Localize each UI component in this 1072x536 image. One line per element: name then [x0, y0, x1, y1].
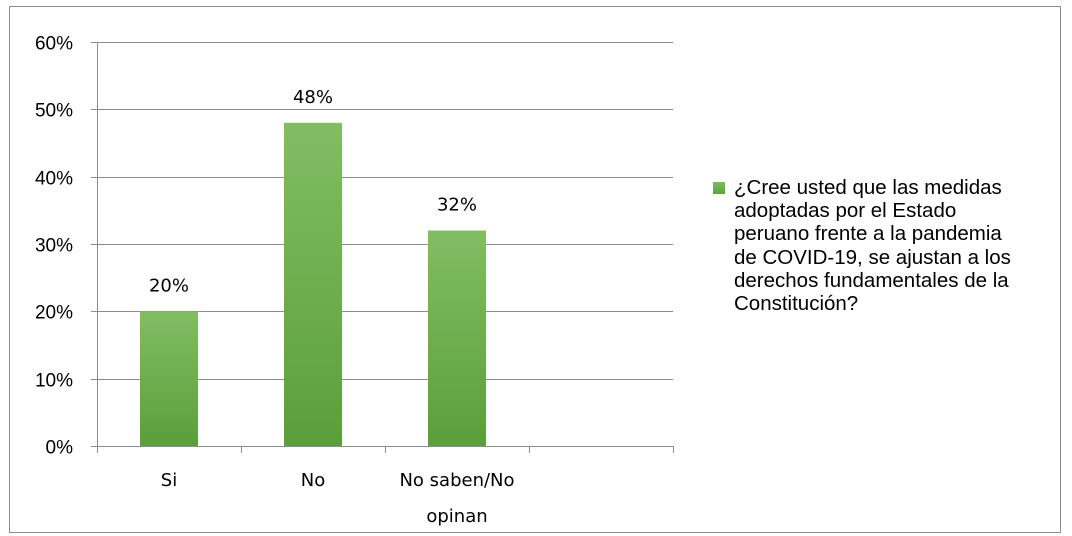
legend-swatch	[713, 182, 725, 194]
y-tick-label: 50%	[35, 101, 73, 122]
legend: ¿Cree usted que las medidas adoptadas po…	[713, 176, 1013, 315]
y-tick-label: 20%	[35, 303, 73, 324]
y-tick-label: 10%	[35, 371, 73, 392]
data-label: 32%	[437, 195, 477, 216]
category-label: No	[301, 470, 325, 491]
category-label: Si	[161, 470, 177, 491]
category-label: opinan	[426, 506, 487, 527]
bar	[284, 122, 342, 447]
data-label: 48%	[293, 87, 333, 108]
data-label: 20%	[149, 275, 189, 296]
y-tick-label: 0%	[46, 438, 74, 459]
y-tick-label: 40%	[35, 169, 73, 190]
bar	[428, 230, 486, 446]
labels: 0% 10% 20% 30% 40% 50% 60% 20% Si 48% No 32% No sabe…	[35, 34, 515, 528]
axes	[91, 42, 674, 453]
bar	[140, 311, 198, 446]
y-tick-label: 60%	[35, 34, 73, 55]
y-tick-label: 30%	[35, 236, 73, 257]
bars	[140, 122, 486, 447]
legend-label: ¿Cree usted que las medidas adoptadas po…	[734, 176, 1011, 316]
category-label: No saben/No	[399, 470, 514, 491]
